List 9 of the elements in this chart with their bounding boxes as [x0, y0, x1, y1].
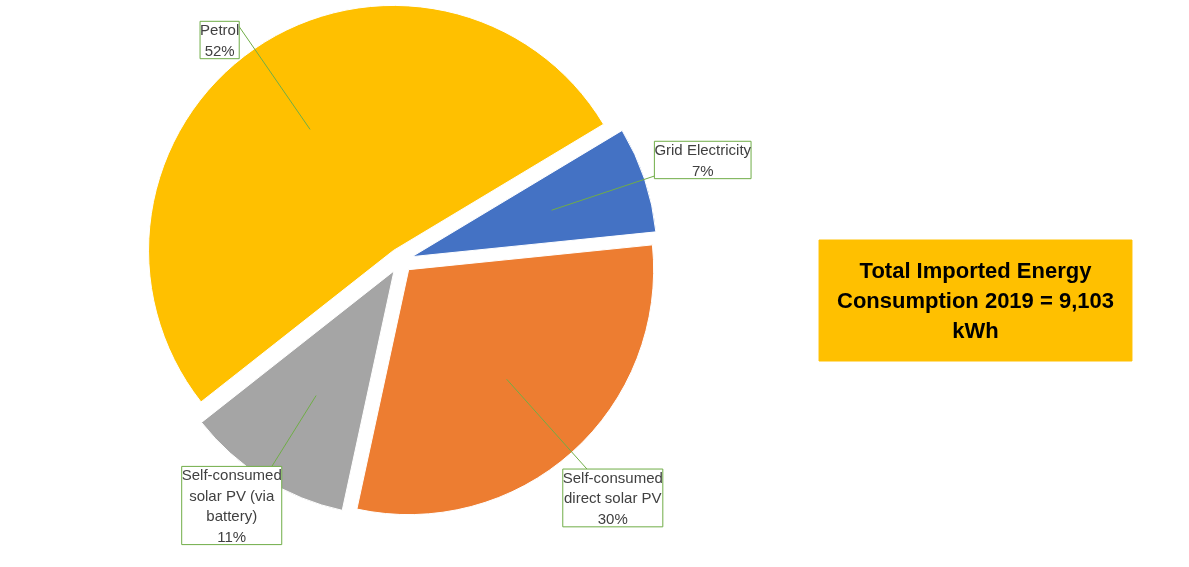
slice-label: Self-consumed solar PV (via battery) [181, 466, 282, 525]
slice-label: Grid Electricity [654, 141, 752, 159]
slice-label: Self-consumed direct solar PV [562, 469, 663, 507]
data-label: 52% [204, 41, 235, 59]
text: Total Imported Energy Consumption 2019 = 9,103 kWh [837, 258, 1114, 343]
data-label: 30% [597, 509, 628, 527]
slice-label: Petrol [200, 21, 240, 39]
data-label: 11% [217, 527, 247, 545]
data-label: 7% [691, 161, 714, 179]
